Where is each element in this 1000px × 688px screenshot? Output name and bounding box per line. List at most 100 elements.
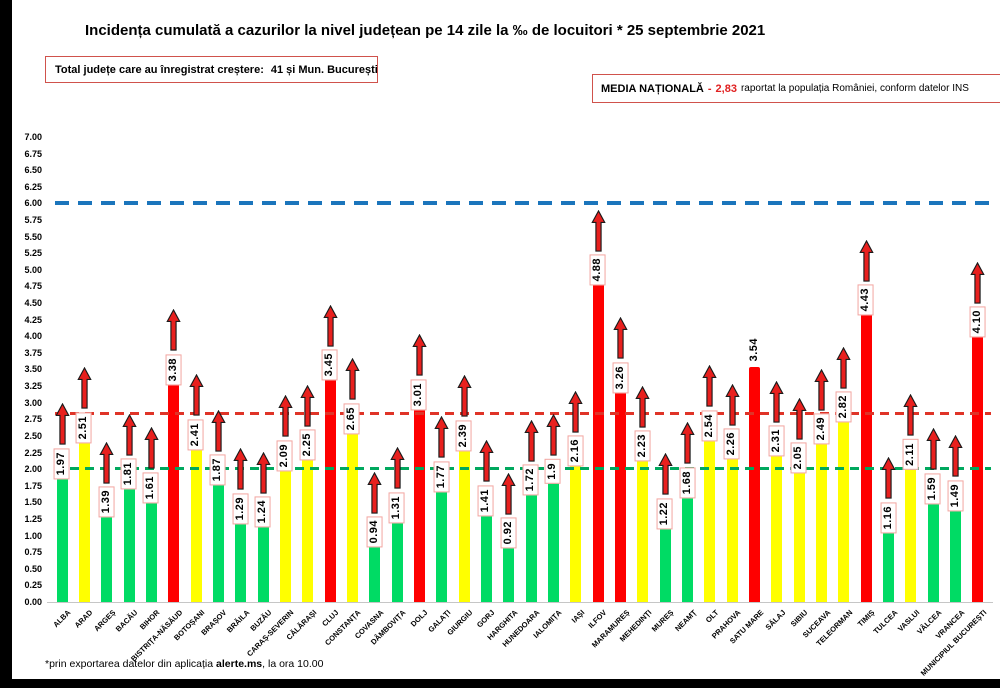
increase-arrow-icon <box>166 309 181 352</box>
y-axis-tick-label: 6.75 <box>24 148 42 159</box>
increase-arrow-icon <box>211 409 226 452</box>
bar-s-laj <box>771 448 783 602</box>
x-axis-label: TULCEA <box>871 608 899 636</box>
increase-arrow-icon <box>255 451 271 494</box>
y-axis-tick-label: 1.25 <box>24 513 42 524</box>
bar-value-label: 3.45 <box>322 349 338 381</box>
increase-arrow-icon <box>814 368 829 411</box>
increase-arrow-icon <box>926 428 941 471</box>
national-average-box: MEDIA NAȚIONALĂ - 2,83 raportat la popul… <box>592 74 1000 103</box>
increase-arrow-icon <box>188 373 204 416</box>
y-axis-tick-label: 5.25 <box>24 248 42 259</box>
bar-value-label: 3.01 <box>411 378 427 411</box>
bar-alba <box>56 471 68 602</box>
increase-arrow-icon <box>792 397 807 440</box>
bar-giurgiu <box>458 443 470 602</box>
bar-value-label: 2.11 <box>902 439 919 470</box>
increase-arrow-icon <box>144 426 159 469</box>
increase-arrow-icon <box>635 385 650 428</box>
y-axis-tick-label: 0.75 <box>24 547 42 558</box>
bar-tulcea <box>883 524 895 602</box>
increase-arrow-icon <box>389 446 405 489</box>
increase-arrow-icon <box>725 383 740 426</box>
increase-arrow-icon <box>970 261 986 304</box>
bar-value-label: 1.61 <box>143 471 159 504</box>
y-axis-tick-label: 2.00 <box>24 464 42 475</box>
increase-arrow-icon <box>590 209 606 252</box>
x-axis-label: MUREȘ <box>650 608 676 634</box>
bar-cara-severin <box>279 463 291 602</box>
bar-value-label: 4.88 <box>590 254 606 286</box>
increase-arrow-icon <box>479 440 494 482</box>
bar-value-label: 0.92 <box>500 517 517 549</box>
bar-value-label: 2.39 <box>456 419 472 452</box>
bar-value-label: 3.26 <box>612 362 629 394</box>
bar-value-label: 1.77 <box>433 461 450 493</box>
y-axis-tick-label: 5.75 <box>24 215 42 226</box>
bar-value-label: 2.23 <box>634 430 651 462</box>
bar-bihor <box>145 495 157 602</box>
bar-prahova <box>726 451 738 602</box>
increase-arrow-icon <box>836 346 852 389</box>
increase-arrow-icon <box>680 422 695 465</box>
bar-value-label: 1.81 <box>121 458 137 490</box>
bottom-black-border <box>0 679 1000 688</box>
bar-value-label: 3.38 <box>165 354 182 386</box>
increase-arrow-icon <box>233 448 248 490</box>
bar-arge- <box>101 509 113 602</box>
x-axis-label: OLT <box>703 608 721 625</box>
bar-value-label: 1.24 <box>255 496 271 528</box>
increase-arrow-icon <box>300 384 315 427</box>
y-axis-tick-label: 5.00 <box>24 264 42 275</box>
y-axis-tick-label: 1.75 <box>24 480 42 491</box>
y-axis-tick-label: 2.25 <box>24 447 42 458</box>
bar-harghita <box>503 540 515 602</box>
y-axis-tick-label: 3.50 <box>24 364 42 375</box>
increase-note-label: Total județe care au înregistrat creșter… <box>55 63 264 76</box>
y-axis-tick-label: 2.50 <box>24 430 42 441</box>
footnote-suffix: , la ora 10.00 <box>262 658 324 670</box>
bar-satu-mare <box>749 366 761 602</box>
footnote: *prin exportarea datelor din aplicația a… <box>45 658 323 670</box>
bar-value-label: 1.9 <box>545 459 562 484</box>
bar-value-label: 2.31 <box>768 425 785 457</box>
bar-value-label: 1.49 <box>947 479 964 512</box>
bar-br-ila <box>235 516 247 602</box>
y-axis-tick-label: 5.50 <box>24 231 42 242</box>
upper-threshold-line <box>55 201 991 206</box>
bar-hunedoara <box>525 487 537 602</box>
y-axis-tick-label: 0.50 <box>24 563 42 574</box>
x-axis-label: ARGEȘ <box>91 608 118 634</box>
bar-mure- <box>659 520 671 602</box>
increase-arrow-icon <box>345 357 360 400</box>
bar-neam- <box>682 490 694 602</box>
bar-value-label: 4.10 <box>969 306 986 338</box>
y-axis-tick-label: 2.75 <box>24 414 42 425</box>
x-axis-line <box>47 602 993 603</box>
increase-arrow-icon <box>501 472 516 515</box>
y-axis-tick-label: 1.50 <box>24 497 42 508</box>
green-threshold-line <box>55 467 991 471</box>
increase-arrow-icon <box>456 375 472 417</box>
bar-value-label: 1.22 <box>657 497 673 529</box>
increase-arrow-icon <box>702 365 718 407</box>
y-axis-tick-label: 6.25 <box>24 181 42 192</box>
increase-note-box: Total județe care au înregistrat creșter… <box>45 56 378 83</box>
bar-value-label: 4.43 <box>858 284 874 316</box>
increase-arrow-icon <box>121 413 137 456</box>
national-average-line <box>55 412 991 415</box>
increase-arrow-icon <box>769 380 785 423</box>
bar-value-label: 1.29 <box>232 492 249 525</box>
y-axis-tick-label: 1.00 <box>24 530 42 541</box>
bar-value-label: 2.54 <box>701 409 718 442</box>
x-axis-label: IAȘI <box>569 608 587 625</box>
bar-mehedin-i <box>637 453 649 602</box>
national-average-suffix: raportat la populația României, conform … <box>740 83 969 94</box>
bar-value-label: 3.54 <box>747 338 760 362</box>
y-axis-tick-label: 4.50 <box>24 298 42 309</box>
increase-arrow-icon <box>412 333 427 376</box>
bar-value-label: 1.41 <box>478 484 494 517</box>
y-axis-tick-label: 3.00 <box>24 397 42 408</box>
bar-municipiul-bucure-ti <box>972 329 984 602</box>
bar-value-label: 2.51 <box>76 411 92 444</box>
